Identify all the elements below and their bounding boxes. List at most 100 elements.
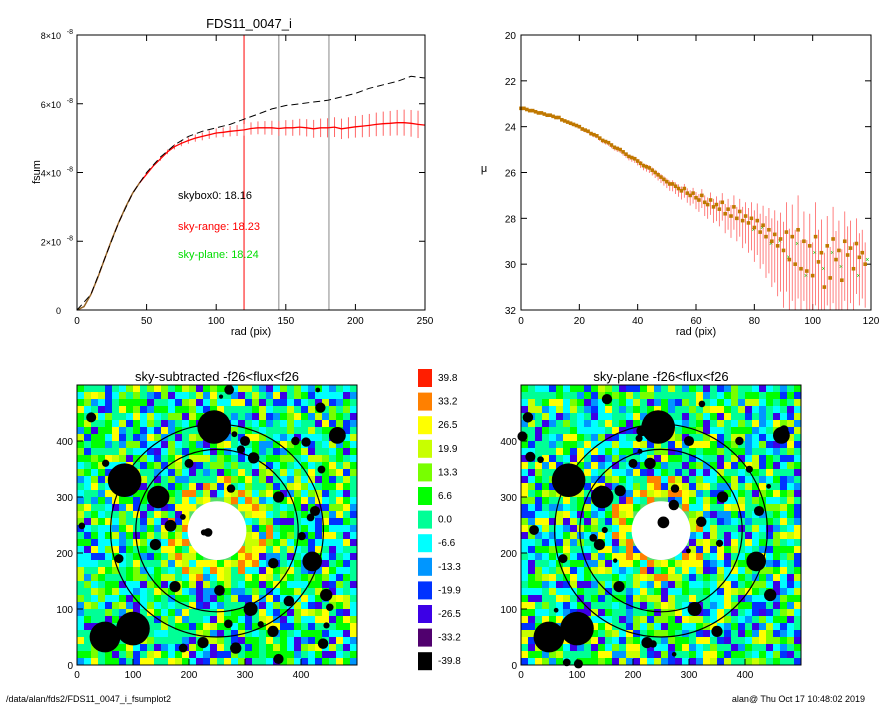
map-cell — [245, 560, 253, 568]
map-cell — [535, 441, 543, 449]
map-cell — [161, 420, 169, 428]
map-cell — [182, 420, 190, 428]
map-masked-star-small — [218, 394, 224, 399]
map-cell — [189, 399, 197, 407]
mu-sky-plane-point: × — [839, 264, 843, 271]
map-cell — [661, 490, 669, 498]
map-cell — [259, 448, 267, 456]
map-cell — [252, 399, 260, 407]
mu-point — [644, 164, 649, 169]
map-cell — [759, 546, 767, 554]
map-cell — [175, 427, 183, 435]
map-cell — [724, 658, 732, 666]
map-cell — [773, 616, 781, 624]
map-cell — [91, 602, 99, 610]
map-cell — [140, 427, 148, 435]
map-cell — [591, 511, 599, 519]
map-cell — [140, 539, 148, 547]
map-masked-star — [149, 539, 161, 551]
map-cell — [217, 595, 225, 603]
map-cell — [668, 441, 676, 449]
map-cell — [759, 392, 767, 400]
map-cell — [563, 581, 571, 589]
map-cell — [294, 623, 302, 631]
map-cell — [626, 469, 634, 477]
map-cell — [182, 476, 190, 484]
map-cell — [287, 616, 295, 624]
map-cell — [591, 658, 599, 666]
map-cell — [196, 567, 204, 575]
map-cell — [703, 616, 711, 624]
map-cell — [724, 406, 732, 414]
map-cell — [189, 602, 197, 610]
map-cell — [105, 441, 113, 449]
map-cell — [787, 518, 795, 526]
map-cell — [766, 623, 774, 631]
map-cell — [549, 441, 557, 449]
map-cell — [259, 602, 267, 610]
map-cell — [287, 532, 295, 540]
map-cell — [252, 385, 260, 393]
map-cell — [280, 532, 288, 540]
map-cell — [77, 651, 85, 659]
map-cell — [147, 623, 155, 631]
map-cell — [542, 574, 550, 582]
map-cell — [654, 469, 662, 477]
map-cell — [696, 476, 704, 484]
map-cell — [126, 574, 134, 582]
map-cell — [280, 413, 288, 421]
mu-point — [653, 170, 657, 175]
map-cell — [147, 406, 155, 414]
map-cell — [717, 658, 725, 666]
map-cell — [612, 609, 620, 617]
map-cell — [759, 511, 767, 519]
map-cell — [570, 525, 578, 533]
map-cell — [605, 644, 613, 652]
map-cell — [203, 406, 211, 414]
map-cell — [633, 602, 641, 610]
map-cell — [752, 455, 760, 463]
map-cell — [528, 651, 536, 659]
map-cell — [626, 595, 634, 603]
mu-xtick-label: 40 — [632, 316, 644, 327]
map-cell — [259, 581, 267, 589]
mu-point — [571, 122, 576, 127]
map-cell — [633, 658, 641, 666]
map-cell — [689, 392, 697, 400]
map-cell — [633, 448, 641, 456]
map-cell — [598, 532, 606, 540]
map-cell — [640, 658, 648, 666]
map-cell — [605, 623, 613, 631]
map-cell — [773, 560, 781, 568]
map-cell — [703, 567, 711, 575]
mu-xtick-label: 20 — [574, 316, 586, 327]
map-cell — [521, 539, 529, 547]
map-cell — [563, 448, 571, 456]
map-cell — [350, 525, 358, 533]
map-cell — [91, 399, 99, 407]
fsum-ytick-exponent: -8 — [67, 98, 73, 105]
map-cell — [703, 532, 711, 540]
map-cell — [787, 609, 795, 617]
map-xtick-label: 200 — [625, 670, 642, 681]
map-cell — [329, 595, 337, 603]
map-cell — [556, 602, 564, 610]
map-cell — [710, 546, 718, 554]
mu-point — [612, 145, 617, 150]
map-cell — [294, 448, 302, 456]
map-cell — [787, 441, 795, 449]
map-cell — [647, 651, 655, 659]
map-cell — [766, 581, 774, 589]
map-cell — [696, 427, 704, 435]
mu-point — [749, 216, 754, 221]
map-cell — [245, 546, 253, 554]
map-cell — [161, 546, 169, 554]
map-cell — [766, 553, 774, 561]
mu-sky-plane-point: × — [822, 266, 826, 273]
map-cell — [577, 406, 585, 414]
map-cell — [682, 588, 690, 596]
map-cell — [556, 385, 564, 393]
mu-point — [609, 143, 614, 147]
map-cell — [584, 476, 592, 484]
map-cell — [294, 476, 302, 484]
